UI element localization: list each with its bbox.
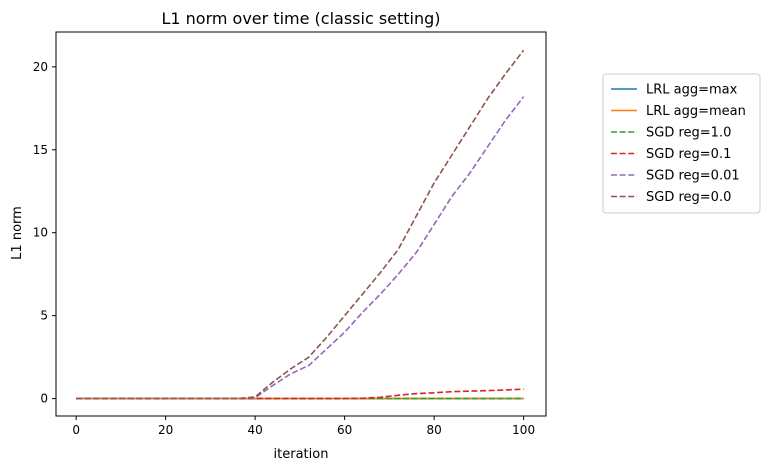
legend-label-3: SGD reg=1.0 <box>646 126 731 141</box>
y-tick-label-2: 10 <box>33 226 48 240</box>
x-axis-label: iteration <box>274 447 329 462</box>
legend-label-5: SGD reg=0.01 <box>646 169 740 184</box>
y-tick-label-0: 0 <box>40 392 48 406</box>
legend-label-4: SGD reg=0.1 <box>646 147 731 162</box>
series-line-5 <box>76 96 525 400</box>
x-tick-label-1: 20 <box>158 423 173 437</box>
x-tick-label-3: 60 <box>337 423 352 437</box>
y-tick-label-1: 5 <box>40 309 48 323</box>
y-tick-label-4: 20 <box>33 60 48 74</box>
series-line-6 <box>76 49 525 400</box>
legend-box <box>602 73 761 214</box>
y-axis-label: L1 norm <box>10 206 25 260</box>
x-tick-label-2: 40 <box>247 423 262 437</box>
x-tick-label-4: 80 <box>426 423 441 437</box>
legend-label-2: LRL agg=mean <box>646 104 746 119</box>
chart-title: L1 norm over time (classic setting) <box>161 9 440 28</box>
x-tick-label-0: 0 <box>72 423 80 437</box>
legend: LRL agg=max LRL agg=mean SGD reg=1.0 SGD re… <box>602 73 761 214</box>
axes-frame <box>55 31 547 417</box>
legend-label-1: LRL agg=max <box>646 83 738 98</box>
x-tick-label-5: 100 <box>512 423 535 437</box>
legend-label-6: SGD reg=0.0 <box>646 190 731 205</box>
series-line-4 <box>76 388 524 400</box>
plot-area: 0 20 40 60 80 100 0 5 10 15 20 <box>33 31 547 437</box>
series-lines <box>76 49 525 400</box>
y-tick-label-3: 15 <box>33 143 48 157</box>
